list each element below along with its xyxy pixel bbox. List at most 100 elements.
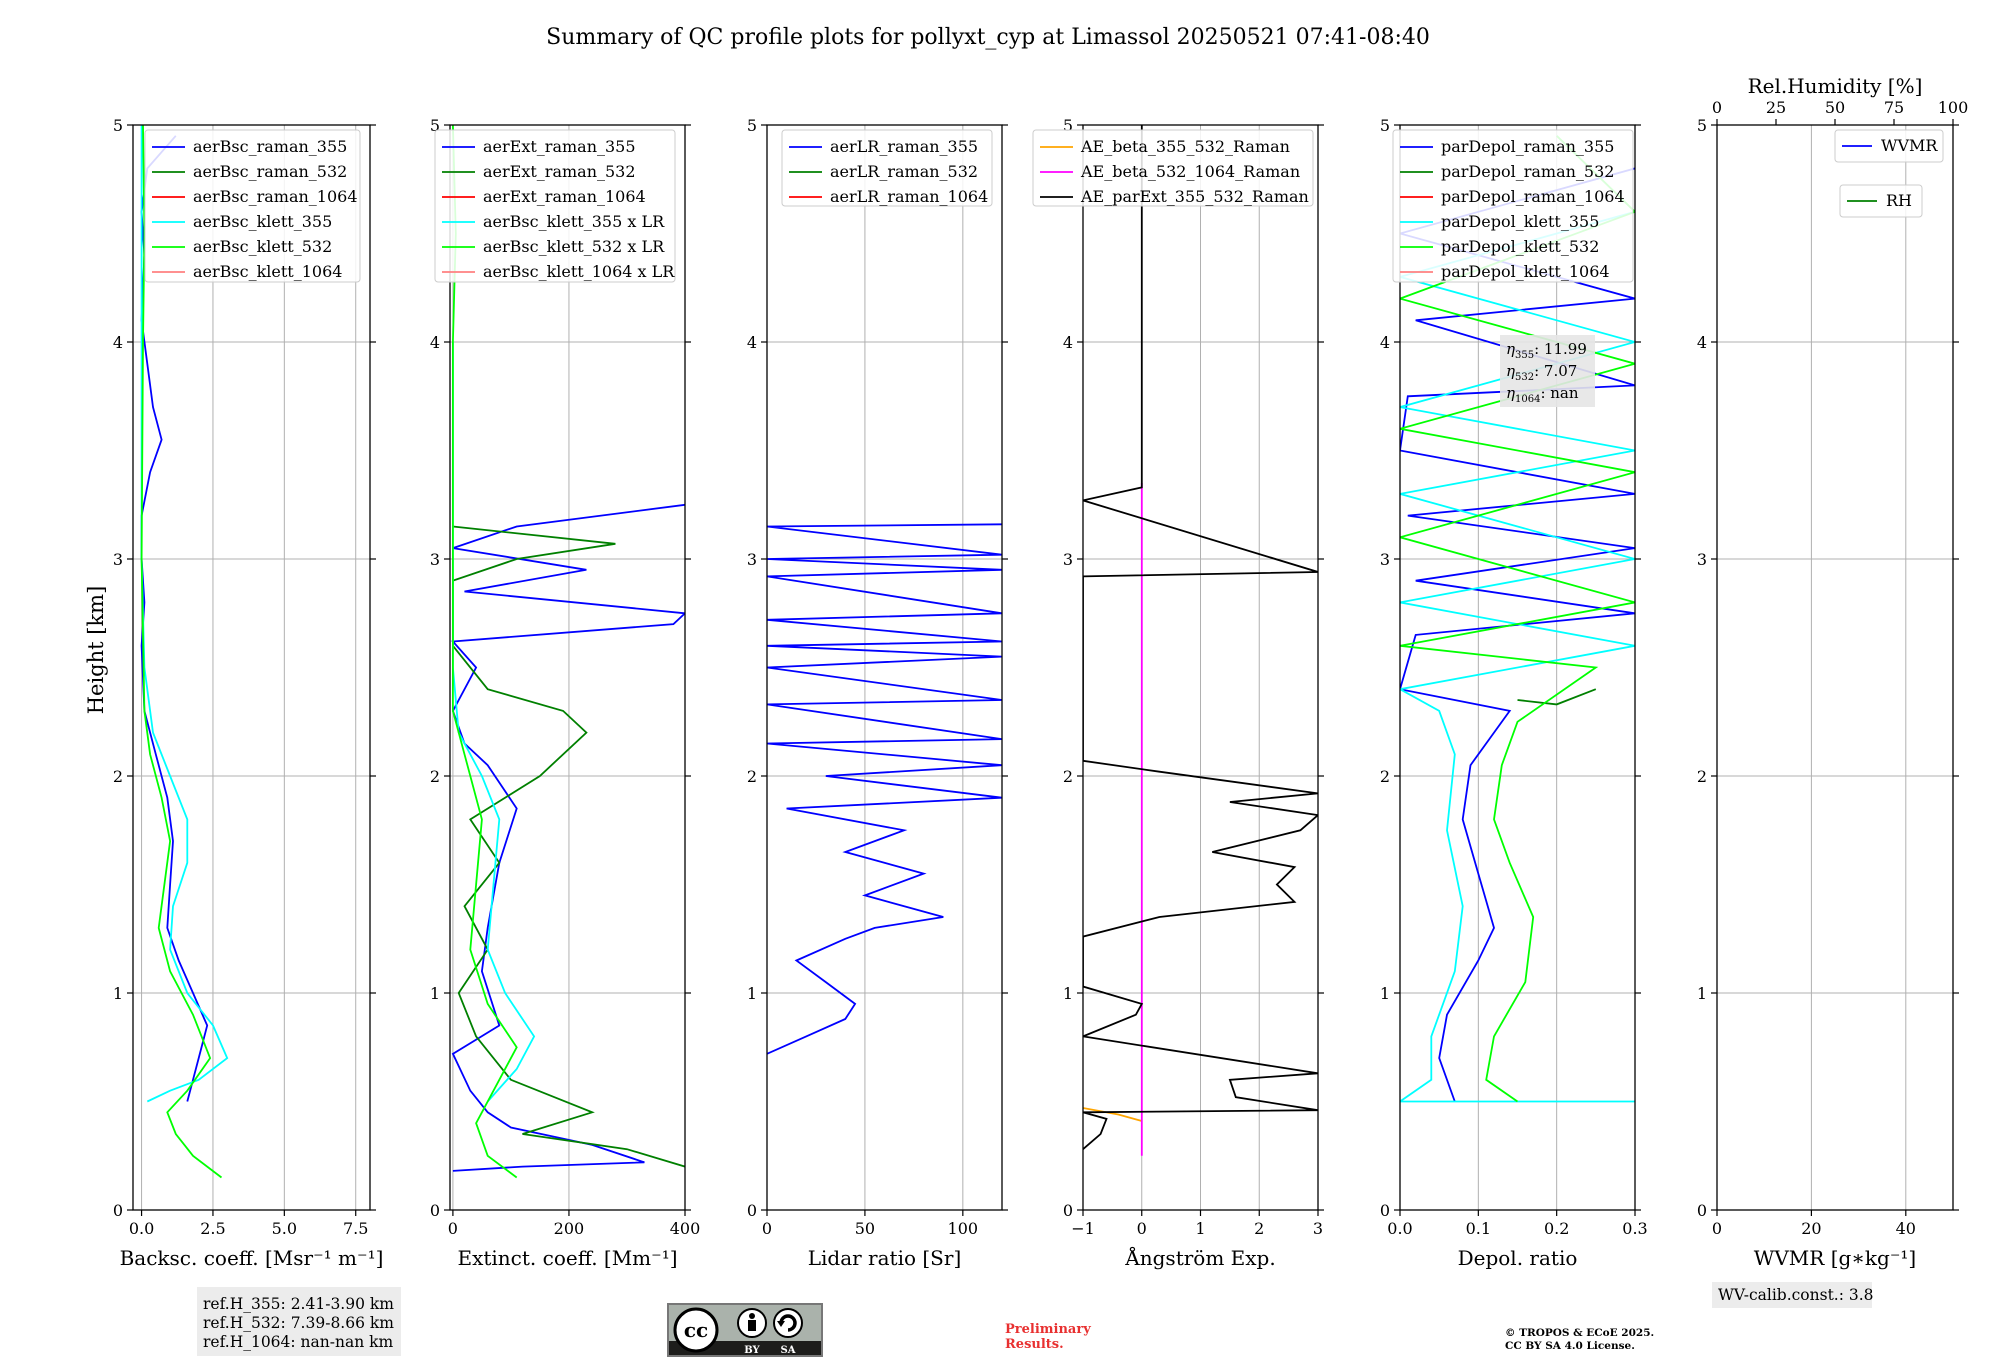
preliminary-line-2: Results. xyxy=(1005,1337,1064,1352)
x-axis-label: Extinct. coeff. [Mm⁻¹] xyxy=(457,1246,677,1270)
legend-label-ae-beta-355-532-raman: AE_beta_355_532_Raman xyxy=(1080,137,1290,156)
x-tick-label: 0 xyxy=(448,1219,458,1238)
x-tick-label: 0.1 xyxy=(1466,1219,1491,1238)
legend-label-aerext-raman-532: aerExt_raman_532 xyxy=(483,162,636,181)
legend-label: RH xyxy=(1886,191,1912,210)
y-tick-label: 1 xyxy=(113,984,123,1003)
axes-frame xyxy=(132,124,371,1211)
legend-label-aerbsc-klett-532: aerBsc_klett_532 xyxy=(193,237,332,256)
series-line-aerlr-raman-355 xyxy=(767,523,1002,1055)
legend-label-aerbsc-klett-532-x-lr: aerBsc_klett_532 x LR xyxy=(483,237,665,256)
x-axis-label: WVMR [g∗kg⁻¹] xyxy=(1754,1246,1916,1270)
legend-label-pardepol-raman-355: parDepol_raman_355 xyxy=(1441,137,1614,156)
y-tick-label: 3 xyxy=(1697,550,1707,569)
series-line-aerext-raman-355 xyxy=(451,503,685,1172)
ref-height-532: ref.H_532: 7.39-8.66 km xyxy=(203,1314,394,1332)
x-tick-label: 0.0 xyxy=(129,1219,154,1238)
x-tick-label: 0.2 xyxy=(1544,1219,1569,1238)
x-axis-label: Lidar ratio [Sr] xyxy=(808,1246,962,1270)
y-tick-label: 5 xyxy=(113,116,123,135)
x-tick-label: 2.5 xyxy=(200,1219,225,1238)
series-line-aerbsc-klett-532-x-lr xyxy=(452,125,518,1179)
y-tick-label: 2 xyxy=(113,767,123,786)
legend-label-aerbsc-klett-1064: aerBsc_klett_1064 xyxy=(193,262,342,281)
panel-wv: 0 20 40 0 1 2 3 4 5 WVMR [g∗kg⁻¹] 0 25 50 75 100 Rel.Hu… xyxy=(1697,74,1968,1270)
wv-calib-text: WV-calib.const.: 3.8 xyxy=(1718,1286,1874,1304)
y-tick-label: 5 xyxy=(1380,116,1390,135)
x-tick-label: 50 xyxy=(855,1219,875,1238)
panel-bsc: 0.0 2.5 5.0 7.5 0 1 2 3 4 5 Backsc. coeff. [Msr⁻¹ … xyxy=(113,116,384,1270)
x-tick-label: 100 xyxy=(948,1219,979,1238)
y-tick-label: 0 xyxy=(430,1201,440,1220)
series-line-aerbsc-klett-355-x-lr xyxy=(452,342,536,1103)
x-tick-label: 0 xyxy=(1712,1219,1722,1238)
y-tick-label: 4 xyxy=(1380,333,1390,352)
x-tick-label: 2 xyxy=(1254,1219,1264,1238)
x-tick-label: 1 xyxy=(1195,1219,1205,1238)
y-tick-label: 2 xyxy=(430,767,440,786)
top-x-tick-label: 50 xyxy=(1825,98,1845,117)
y-tick-label: 3 xyxy=(1063,550,1073,569)
legend: AE_beta_355_532_Raman AE_beta_532_1064_Ra… xyxy=(1032,129,1314,207)
legend-label-aerbsc-klett-355-x-lr: aerBsc_klett_355 x LR xyxy=(483,212,665,231)
ref-height-box: ref.H_355: 2.41-3.90 km ref.H_532: 7.39-… xyxy=(197,1287,401,1356)
series-group xyxy=(451,125,685,1179)
series-line-ae-beta-355-532-raman xyxy=(1083,1107,1143,1122)
copyright-line-1: © TROPOS & ECoE 2025. xyxy=(1505,1327,1655,1339)
y-tick-label: 4 xyxy=(430,333,440,352)
legend-label-aerbsc-klett-1064-x-lr: aerBsc_klett_1064 x LR xyxy=(483,262,675,281)
share-alike-icon xyxy=(773,1308,803,1338)
y-tick-label: 4 xyxy=(1063,333,1073,352)
x-tick-label: −1 xyxy=(1071,1219,1095,1238)
axes-frame xyxy=(1399,124,1636,1211)
y-tick-label: 3 xyxy=(113,550,123,569)
x-tick-label: 0.3 xyxy=(1622,1219,1647,1238)
legend-label-aerext-raman-1064: aerExt_raman_1064 xyxy=(483,187,646,206)
copyright-note: © TROPOS & ECoE 2025. CC BY SA 4.0 Licen… xyxy=(1505,1327,1654,1353)
x-tick-label: 0 xyxy=(1137,1219,1147,1238)
series-group xyxy=(140,125,229,1179)
copyright-line-2: CC BY SA 4.0 License. xyxy=(1505,1340,1635,1352)
y-tick-label: 3 xyxy=(1380,550,1390,569)
panel-depol: 0.0 0.1 0.2 0.3 0 1 2 3 4 5 Depol. ratio parDepol_r… xyxy=(1380,116,1648,1270)
ref-height-1064: ref.H_1064: nan-nan km xyxy=(203,1333,394,1351)
y-tick-label: 3 xyxy=(747,550,757,569)
y-tick-label: 0 xyxy=(1380,1201,1390,1220)
legend-label-ae-parext-355-532-raman: AE_parExt_355_532_Raman xyxy=(1080,187,1309,206)
top-x-tick-label: 75 xyxy=(1884,98,1904,117)
y-tick-label: 0 xyxy=(1697,1201,1707,1220)
series-line-pardepol-klett-532 xyxy=(1400,135,1635,1103)
legend-label-pardepol-raman-532: parDepol_raman_532 xyxy=(1441,162,1614,181)
series-group xyxy=(1400,135,1635,1103)
preliminary-note: Preliminary Results. xyxy=(1005,1322,1091,1352)
legend-label-pardepol-raman-1064: parDepol_raman_1064 xyxy=(1441,187,1625,206)
legend-label-aerlr-raman-355: aerLR_raman_355 xyxy=(830,137,978,156)
sa-label: SA xyxy=(781,1345,796,1355)
by-label: BY xyxy=(744,1345,760,1355)
series-line-pardepol-raman-532 xyxy=(1517,688,1597,706)
y-tick-label: 4 xyxy=(1697,333,1707,352)
legend-label-aerlr-raman-1064: aerLR_raman_1064 xyxy=(830,187,988,206)
y-tick-label: 5 xyxy=(1063,116,1073,135)
x-tick-label: 400 xyxy=(670,1219,701,1238)
eta-1064: η1064: nan xyxy=(1506,384,1579,405)
top-axis-label: Rel.Humidity [%] xyxy=(1748,74,1923,98)
y-tick-label: 1 xyxy=(430,984,440,1003)
y-tick-label: 5 xyxy=(747,116,757,135)
top-x-tick-label: 0 xyxy=(1712,98,1722,117)
top-x-tick-label: 100 xyxy=(1938,98,1969,117)
y-tick-label: 0 xyxy=(1063,1201,1073,1220)
panel-lr: 0 50 100 0 1 2 3 4 5 Lidar ratio [Sr] aerLR_raman_… xyxy=(747,116,1008,1270)
eta-355: η355: 11.99 xyxy=(1506,340,1587,361)
ref-height-355: ref.H_355: 2.41-3.90 km xyxy=(203,1295,394,1313)
legend: parDepol_raman_355 parDepol_raman_532 parD… xyxy=(1392,129,1634,283)
y-tick-label: 1 xyxy=(1697,984,1707,1003)
y-tick-label: 0 xyxy=(113,1201,123,1220)
legend-label: WVMR xyxy=(1881,136,1938,155)
y-tick-label: 0 xyxy=(747,1201,757,1220)
x-tick-label: 20 xyxy=(1801,1219,1821,1238)
eta-532: η532: 7.07 xyxy=(1506,362,1577,383)
y-tick-label: 4 xyxy=(747,333,757,352)
figure-title: Summary of QC profile plots for pollyxt_… xyxy=(546,25,1430,50)
